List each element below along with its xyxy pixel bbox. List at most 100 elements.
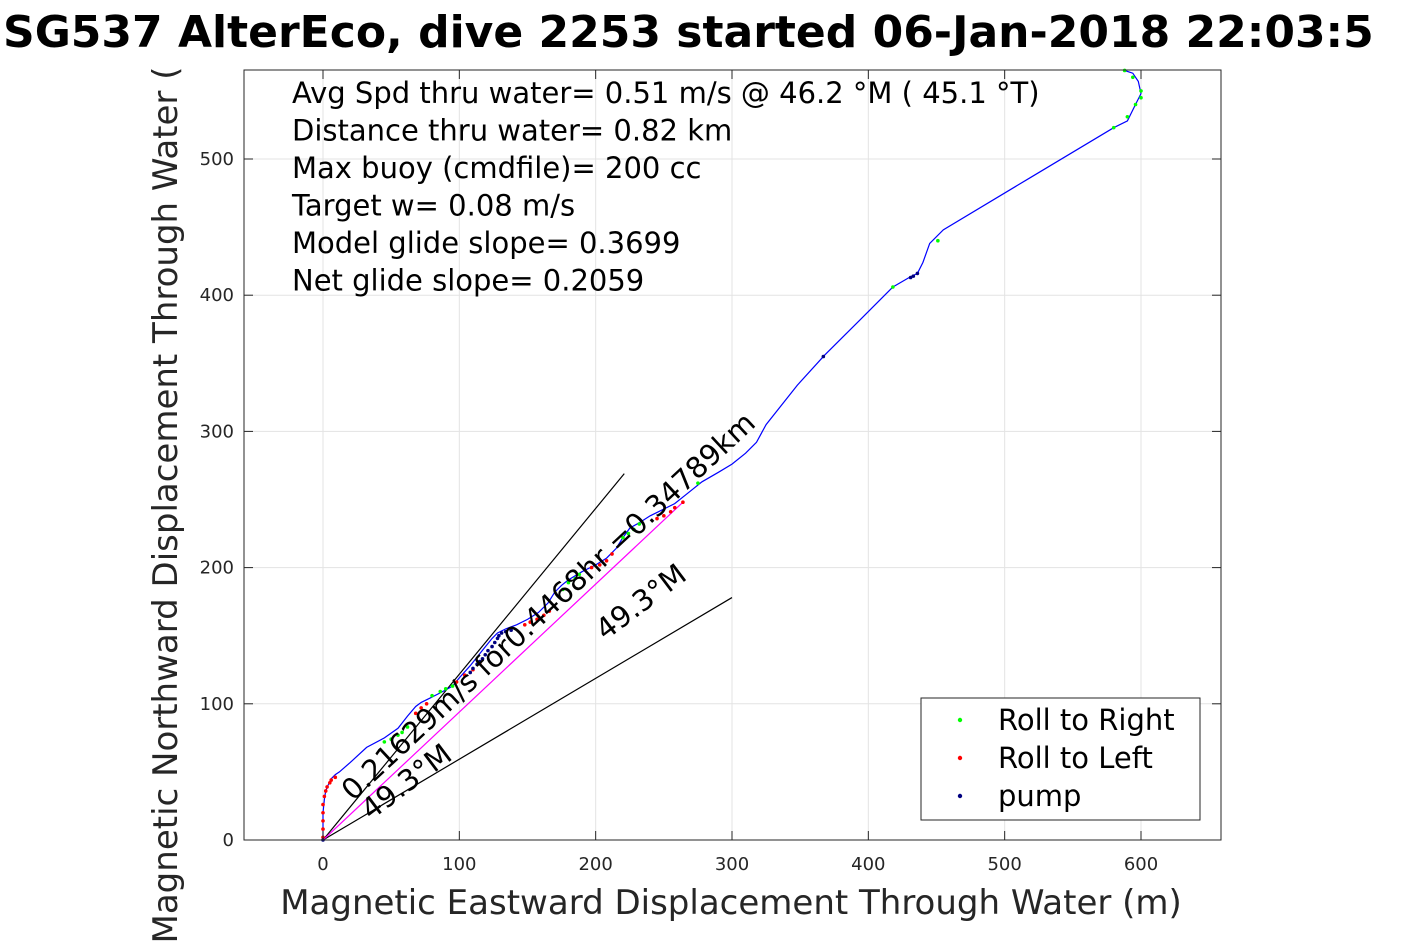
roll-left-point [419, 706, 423, 710]
pump-point [486, 648, 490, 653]
pump-point [468, 670, 473, 675]
pump-point [475, 662, 479, 667]
roll-right-point [561, 587, 565, 592]
summary-line: Model glide slope= 0.3699 [292, 226, 680, 260]
glide-wedge-line [322, 597, 733, 841]
roll-right-point [430, 693, 434, 698]
roll-left-point [323, 789, 328, 793]
roll-left-point [321, 819, 325, 823]
roll-right-point [1139, 95, 1143, 100]
roll-left-point [547, 609, 552, 613]
roll-right-point [696, 481, 700, 485]
roll-left-point [610, 552, 614, 556]
roll-left-point [522, 623, 527, 627]
roll-left-point [424, 702, 429, 706]
dive-summary: Avg Spd thru water= 0.51 m/s @ 46.2 °M (… [291, 76, 1040, 298]
roll-left-point [321, 802, 325, 807]
roll-right-point [573, 576, 578, 581]
summary-line: Distance thru water= 0.82 km [292, 114, 732, 148]
legend-marker [957, 717, 963, 723]
x-tick-label: 100 [442, 854, 476, 875]
net-displacement-line [322, 501, 684, 841]
x-tick-label: 600 [1124, 854, 1158, 875]
marker-points [321, 68, 1143, 842]
pump-point [471, 666, 475, 671]
y-axis-label: Magnetic Northward Displacement Through … [146, 67, 186, 944]
legend-label: Roll to Right [998, 703, 1175, 737]
pump-point [483, 652, 488, 657]
roll-right-point [621, 535, 625, 540]
pump-point [908, 275, 913, 280]
legend-box [920, 697, 1201, 821]
roll-right-point [382, 740, 387, 744]
y-tick-label: 0 [223, 830, 234, 851]
roll-left-point [333, 775, 338, 780]
roll-left-point [604, 558, 609, 563]
x-tick-label: 300 [715, 854, 749, 875]
y-tick-label: 100 [200, 694, 234, 715]
pump-point [497, 633, 501, 638]
roll-left-point [325, 785, 329, 789]
pump-point [821, 354, 826, 359]
roll-left-point [462, 673, 467, 677]
roll-right-point [1111, 125, 1116, 130]
legend: Roll to Right Roll to Left pump [920, 697, 1201, 821]
roll-right-point [389, 737, 393, 742]
chart-title: SG537 AlterEco, dive 2253 started 06-Jan… [3, 7, 1374, 58]
roll-left-point [454, 680, 459, 684]
roll-right-point [443, 687, 448, 691]
roll-right-point [891, 285, 895, 289]
pump-point [915, 271, 920, 276]
y-tick-label: 300 [200, 421, 234, 442]
roll-left-point [681, 500, 685, 505]
axis-ticks: 0 100 200 300 400 500 600 0 100 200 300 400 500 [200, 70, 1221, 875]
roll-left-point [535, 617, 539, 622]
roll-left-point [329, 778, 333, 782]
x-axis-label: Magnetic Eastward Displacement Through W… [280, 883, 1182, 923]
summary-line: Max buoy (cmdfile)= 200 cc [292, 151, 701, 185]
y-tick-label: 500 [200, 149, 234, 170]
pump-point [509, 628, 513, 633]
roll-left-point [321, 810, 325, 815]
x-tick-label: 0 [317, 854, 328, 875]
roll-left-point [668, 509, 673, 514]
pump-point [911, 274, 916, 278]
summary-line: Target w= 0.08 m/s [291, 189, 575, 223]
legend-label: pump [998, 779, 1081, 813]
roll-right-point [626, 531, 631, 536]
roll-left-point [655, 516, 659, 521]
roll-right-point [1133, 102, 1138, 107]
roll-left-point [322, 794, 327, 799]
roll-left-point [413, 711, 418, 716]
legend-marker [957, 755, 963, 761]
roll-right-point [438, 689, 443, 694]
roll-right-point [405, 725, 410, 729]
pump-point [477, 659, 482, 664]
roll-right-point [936, 238, 940, 243]
track-line [322, 69, 1142, 840]
roll-right-point [577, 572, 582, 577]
track-layer [322, 69, 1142, 841]
roll-right-point [396, 733, 400, 737]
roll-right-point [637, 522, 642, 526]
x-tick-label: 500 [987, 854, 1021, 875]
roll-left-point [328, 780, 332, 785]
pump-point [499, 631, 504, 635]
roll-right-point [1125, 114, 1130, 119]
pump-point [492, 640, 497, 645]
y-tick-label: 400 [200, 285, 234, 306]
glide-wedge-line [322, 473, 625, 841]
pump-point [480, 657, 485, 661]
legend-label: Roll to Left [998, 741, 1153, 775]
roll-right-point [1139, 89, 1143, 93]
roll-left-point [597, 563, 602, 567]
roll-left-point [528, 620, 533, 624]
roll-right-point [450, 684, 455, 688]
roll-left-point [589, 565, 594, 570]
roll-left-point [321, 827, 325, 831]
pump-point [490, 644, 494, 649]
y-tick-label: 200 [200, 558, 234, 579]
roll-right-point [1131, 75, 1135, 80]
pump-point [503, 629, 508, 634]
